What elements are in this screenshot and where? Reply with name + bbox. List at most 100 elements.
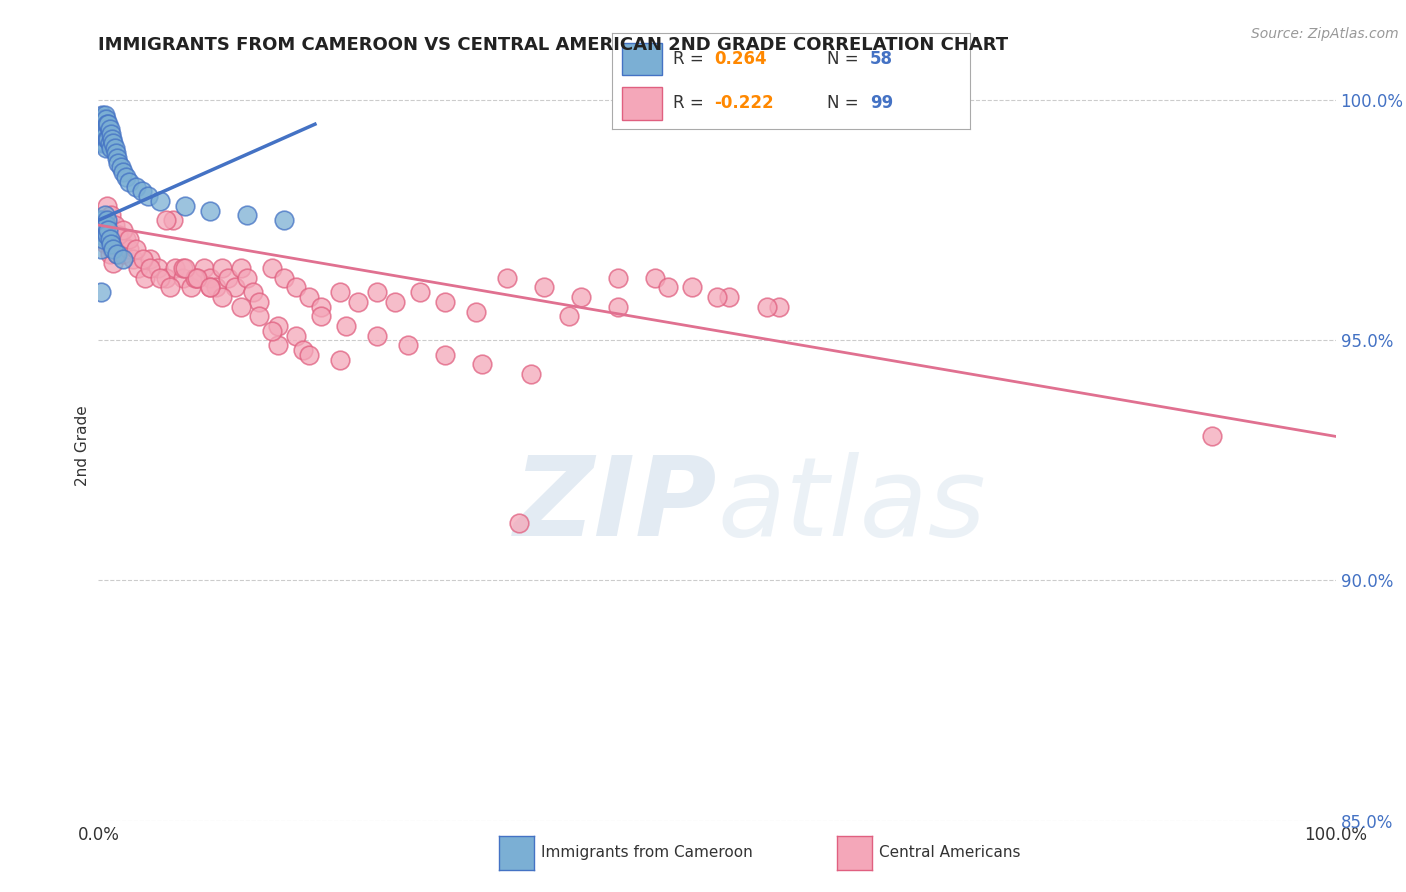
Point [93,227,115,242]
Point [107,227,129,242]
Point [155,213,177,227]
Point [136,189,159,203]
Point [186,271,208,285]
Point [108,227,131,242]
Point [557,310,579,324]
Point [198,203,221,218]
Point [205,280,228,294]
Point [98,122,121,136]
Point [105,247,128,261]
Point [107,155,129,169]
Point [184,271,207,285]
Point [260,261,283,276]
Point [139,261,162,276]
Point [124,179,146,194]
Point [644,271,666,285]
Point [533,280,555,294]
Point [260,324,283,338]
Point [103,242,125,256]
Point [89,213,111,227]
Point [217,271,239,285]
Point [464,304,486,318]
Point [91,122,114,136]
Point [146,261,169,276]
Point [93,223,115,237]
Point [94,237,117,252]
Point [91,107,114,121]
Point [93,218,115,232]
Point [91,213,114,227]
Point [112,165,135,179]
Point [273,271,295,285]
Point [98,232,121,246]
Point [520,367,543,381]
Point [97,232,120,246]
Point [384,294,406,309]
Text: Immigrants from Cameroon: Immigrants from Cameroon [541,846,754,860]
Point [247,310,270,324]
Point [93,136,115,151]
Point [100,141,122,155]
Point [329,285,352,300]
Point [93,112,115,127]
Point [174,199,197,213]
Point [103,256,125,270]
Point [155,271,177,285]
Point [211,290,233,304]
Point [211,261,233,276]
Text: 99: 99 [870,95,893,112]
Point [172,261,194,276]
Point [122,252,145,266]
Point [607,300,630,314]
Point [139,252,162,266]
Text: 0.264: 0.264 [714,50,766,68]
Point [285,280,308,294]
Y-axis label: 2nd Grade: 2nd Grade [75,406,90,486]
Bar [623,87,662,120]
Point [267,338,290,352]
Point [103,237,125,252]
Point [104,146,127,161]
Text: Central Americans: Central Americans [879,846,1021,860]
Text: ZIP: ZIP [513,452,717,559]
Point [98,136,121,151]
Point [224,280,246,294]
Point [229,300,252,314]
Point [112,252,135,266]
Point [366,328,388,343]
Point [657,280,679,294]
Point [366,285,388,300]
Point [114,169,136,184]
Point [291,343,314,357]
Point [105,151,128,165]
Point [100,227,122,242]
Point [309,310,332,324]
Point [267,318,290,333]
Point [131,185,153,199]
Point [149,194,172,208]
Point [124,242,146,256]
Point [94,127,117,141]
Point [236,271,259,285]
Point [112,223,135,237]
Point [285,328,308,343]
Point [768,300,790,314]
Point [309,300,332,314]
Point [132,252,155,266]
Text: IMMIGRANTS FROM CAMEROON VS CENTRAL AMERICAN 2ND GRADE CORRELATION CHART: IMMIGRANTS FROM CAMEROON VS CENTRAL AMER… [98,36,1008,54]
Point [298,348,321,362]
Point [96,199,118,213]
Point [90,227,112,242]
Point [94,218,117,232]
Point [103,136,125,151]
Point [229,261,252,276]
Point [100,209,122,223]
Point [93,127,115,141]
Point [98,247,121,261]
Point [298,290,321,304]
Point [96,213,118,227]
Text: N =: N = [827,95,858,112]
Point [96,218,118,232]
Point [174,261,197,276]
Point [93,232,115,246]
